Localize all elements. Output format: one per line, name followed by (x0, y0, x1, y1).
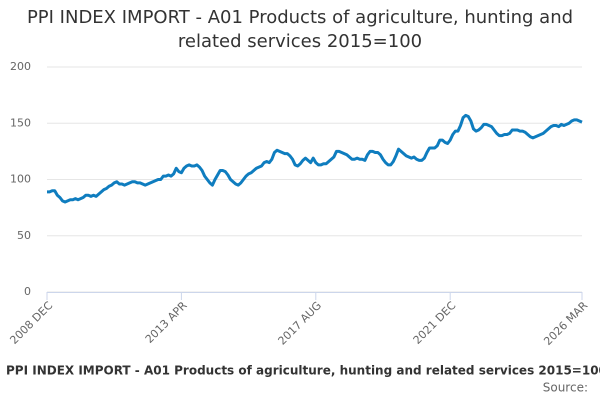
x-tick-label: 2021 DEC (411, 299, 459, 347)
chart-title: PPI INDEX IMPORT - A01 Products of agric… (26, 7, 574, 52)
x-tick-label: 2008 DEC (7, 299, 55, 347)
y-tick-label: 200 (10, 60, 31, 73)
x-tick-label: 2013 APR (143, 299, 190, 346)
y-tick-label: 50 (17, 229, 31, 242)
source: Source: (543, 381, 588, 395)
y-tick-label: 0 (24, 285, 31, 298)
x-tick-label: 2017 AUG (276, 299, 325, 348)
y-tick-label: 100 (10, 173, 31, 186)
y-tick-label: 150 (10, 116, 31, 129)
data-line (47, 113, 583, 204)
x-tick-label: 2026 MAR (541, 299, 590, 348)
footer: PPI INDEX IMPORT - A01 Products of agric… (6, 364, 600, 378)
